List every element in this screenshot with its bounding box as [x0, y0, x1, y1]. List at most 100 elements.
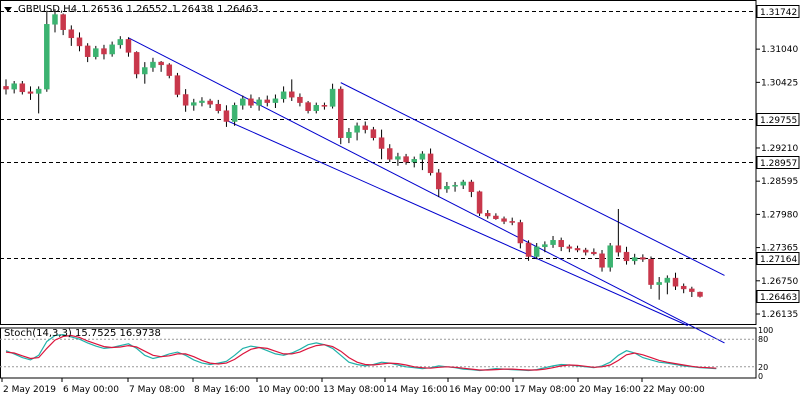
stoch-level-label: 20	[758, 363, 768, 372]
price-tick-label: 1.30425	[761, 78, 798, 88]
bull-candle	[346, 132, 352, 138]
bull-candle	[664, 277, 671, 283]
bear-candle	[3, 86, 9, 90]
price-tick-label: 1.27365	[761, 244, 798, 254]
channel-line	[128, 37, 725, 344]
time-label: 22 May 00:00	[643, 385, 705, 395]
bear-candle	[582, 249, 589, 253]
bull-candle	[354, 125, 360, 133]
time-label: 14 May 16:00	[386, 385, 448, 395]
stoch-title: Stoch(14,3,3) 15.7525 16.9738	[4, 328, 161, 339]
bull-candle	[395, 156, 401, 160]
bear-candle	[484, 213, 491, 217]
bear-candle	[68, 29, 75, 39]
price-tick-label: 1.26750	[761, 277, 798, 287]
level-label-box	[756, 113, 800, 126]
symbol-label: GBPUSD,H4	[18, 4, 78, 15]
time-label: 20 May 16:00	[579, 385, 641, 395]
time-label: 10 May 00:00	[258, 385, 320, 395]
bear-candle	[76, 37, 83, 47]
time-label: 17 May 08:00	[514, 385, 576, 395]
horizontal-levels	[0, 11, 756, 259]
bear-candle	[223, 110, 230, 122]
bear-candle	[501, 218, 507, 222]
bull-candle	[256, 99, 262, 106]
level-label: 1.28957	[760, 159, 797, 169]
collapse-triangle-icon[interactable]	[4, 7, 12, 12]
bear-candle	[125, 39, 132, 53]
stoch-level-label: 0	[758, 372, 763, 381]
bull-candle	[550, 240, 556, 245]
bull-candle	[240, 98, 246, 106]
bear-candle	[427, 153, 434, 174]
level-label: 1.31742	[760, 8, 797, 18]
time-label: 2 May 2019	[3, 385, 56, 395]
bull-candle	[44, 24, 50, 90]
channel-line	[226, 119, 688, 327]
time-axis: 2 May 2019 6 May 00:00 7 May 08:00 8 May 16…	[1, 378, 705, 395]
time-label: 13 May 08:00	[323, 385, 385, 395]
bull-candle	[607, 245, 613, 268]
bear-candle	[305, 102, 311, 111]
bear-candle	[468, 181, 475, 192]
bear-candle	[591, 251, 597, 255]
bear-candle	[133, 52, 140, 75]
time-label: 6 May 00:00	[63, 385, 119, 395]
bear-candle	[321, 105, 328, 107]
level-label-box	[756, 5, 800, 18]
bull-candle	[542, 244, 548, 248]
bull-candle	[452, 184, 458, 187]
chart-header: GBPUSD,H4 1.26536 1.26552 1.26438 1.2646…	[4, 4, 259, 15]
bear-candle	[525, 242, 532, 257]
bear-candle	[158, 61, 164, 66]
level-label: 1.29755	[760, 116, 797, 126]
bull-candle	[272, 98, 279, 103]
price-tick-label: 1.29210	[761, 144, 798, 154]
bull-candle	[142, 67, 148, 75]
bear-candle	[182, 94, 189, 106]
bear-candle	[403, 156, 409, 163]
bull-candle	[117, 39, 124, 46]
bear-candle	[648, 258, 654, 285]
bear-candle	[19, 83, 26, 93]
bear-candle	[207, 100, 213, 105]
stoch-level-label: 80	[758, 335, 768, 344]
price-channel[interactable]	[128, 37, 725, 344]
bull-candle	[52, 14, 58, 25]
time-label: 16 May 00:00	[449, 385, 511, 395]
bear-candle	[101, 48, 107, 55]
bear-candle	[615, 245, 622, 253]
bear-candle	[378, 137, 385, 149]
bear-candle	[362, 125, 368, 130]
current-price-label: 1.26463	[760, 293, 797, 303]
price-tick-label: 1.26135	[761, 310, 798, 320]
candles	[3, 9, 703, 300]
bear-candle	[297, 96, 303, 103]
bear-candle	[174, 75, 181, 95]
bear-candle	[338, 88, 344, 138]
high-value: 1.26552	[126, 4, 168, 15]
bull-candle	[419, 153, 426, 160]
price-axis: 1.316951.310401.304251.297951.292101.285…	[756, 5, 800, 320]
bear-candle	[166, 64, 173, 76]
bear-candle	[370, 129, 377, 138]
bear-candle	[599, 253, 605, 268]
time-label: 8 May 16:00	[194, 385, 250, 395]
bull-candle	[444, 186, 450, 190]
channel-line	[340, 82, 725, 276]
bear-candle	[289, 91, 295, 98]
open-value: 1.26536	[81, 4, 123, 15]
bear-candle	[435, 172, 442, 190]
stoch-level-label: 100	[758, 326, 773, 335]
price-tick-label: 1.27980	[761, 210, 798, 220]
bull-candle	[280, 91, 287, 100]
current-price-box	[756, 290, 800, 303]
time-label: 7 May 08:00	[129, 385, 185, 395]
bear-candle	[27, 91, 34, 94]
bull-candle	[93, 48, 99, 57]
bear-candle	[697, 291, 703, 297]
bull-candle	[329, 88, 336, 107]
bull-candle	[460, 181, 466, 186]
